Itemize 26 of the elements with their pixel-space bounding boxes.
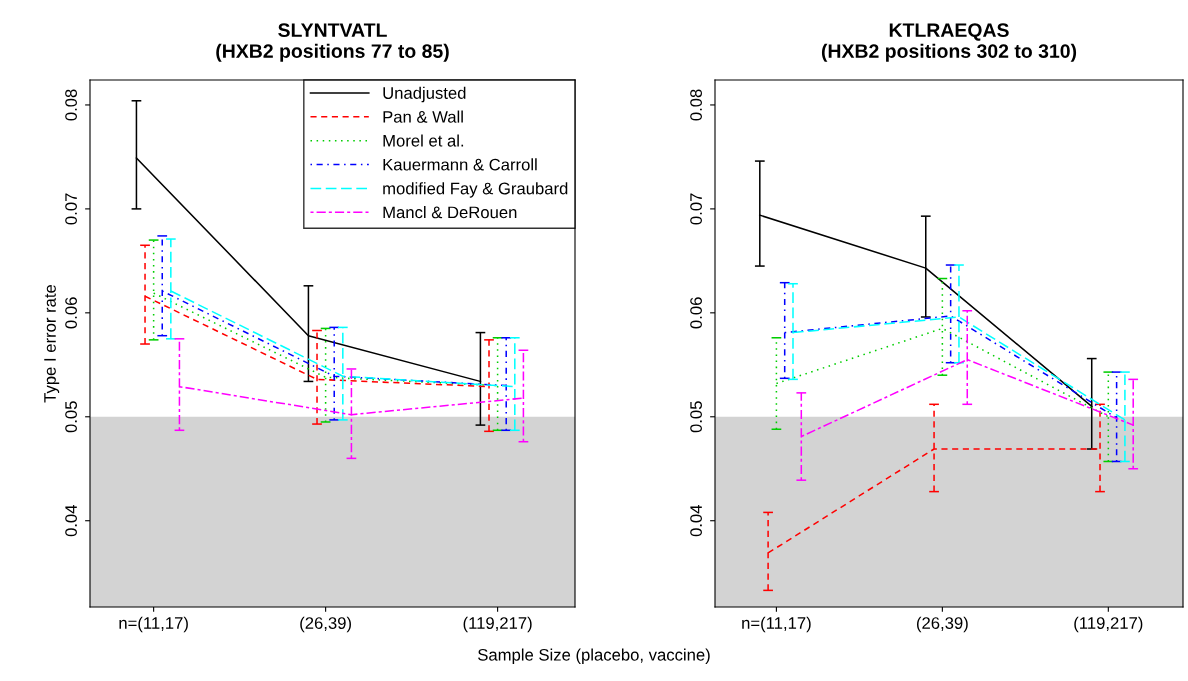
x-tick-label: n=(11,17) bbox=[742, 616, 811, 633]
legend-label: Pan & Wall bbox=[383, 110, 463, 123]
x-tick-label: (119,217) bbox=[463, 616, 532, 633]
legend-label: Kauermann & Carroll bbox=[383, 158, 537, 171]
legend-label: Morel et al. bbox=[383, 134, 464, 147]
legend-label: Mancl & DeRouen bbox=[383, 206, 517, 219]
y-tick-label: 0.08 bbox=[690, 89, 702, 121]
legend-label: Unadjusted bbox=[383, 86, 466, 103]
y-tick-label: 0.08 bbox=[65, 89, 77, 121]
y-tick-label: 0.06 bbox=[690, 297, 702, 329]
x-tick-label: (26,39) bbox=[916, 616, 968, 633]
y-tick-label: 0.06 bbox=[65, 297, 77, 329]
chart-title: KTLRAEQAS (HXB2 positions 302 to 310) bbox=[821, 23, 1077, 62]
y-tick-label: 0.04 bbox=[690, 504, 702, 537]
y-tick-label: 0.05 bbox=[65, 401, 77, 433]
chart-title: SLYNTVATL (HXB2 positions 77 to 85) bbox=[216, 23, 449, 62]
x-tick-label: (119,217) bbox=[1074, 616, 1143, 633]
y-axis-title: Type I error rate bbox=[44, 284, 60, 403]
x-tick-label: (26,39) bbox=[300, 616, 351, 633]
x-tick-label: n=(11,17) bbox=[119, 616, 188, 633]
x-axis-title: Sample Size (placebo, vaccine) bbox=[478, 648, 710, 665]
y-tick-label: 0.07 bbox=[690, 193, 702, 225]
y-tick-label: 0.05 bbox=[690, 401, 702, 433]
legend-label: modified Fay & Graubard bbox=[383, 182, 568, 198]
y-tick-label: 0.04 bbox=[65, 504, 77, 537]
y-tick-label: 0.07 bbox=[65, 193, 77, 225]
